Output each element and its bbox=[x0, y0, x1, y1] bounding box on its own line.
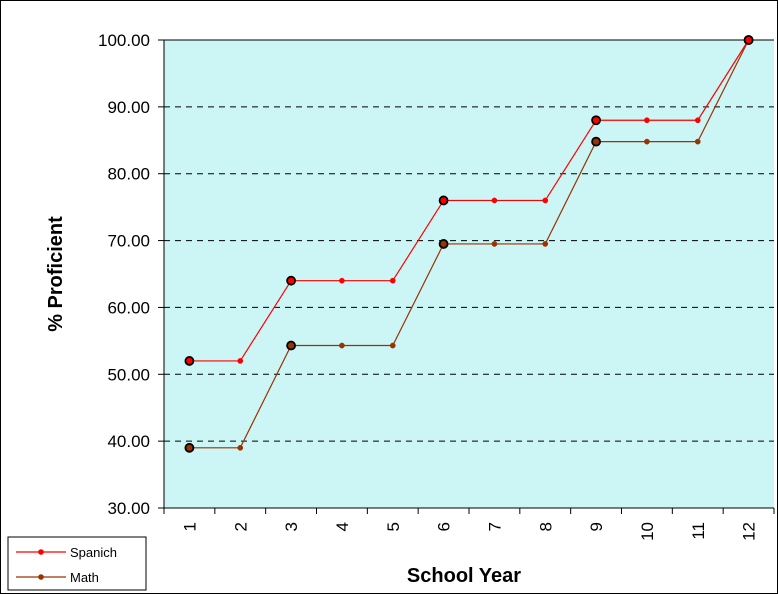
data-point bbox=[743, 35, 754, 45]
data-point bbox=[491, 197, 498, 204]
data-point bbox=[694, 117, 701, 124]
data-point bbox=[286, 275, 296, 286]
data-point bbox=[591, 136, 601, 147]
legend: Spanich Math bbox=[7, 536, 147, 591]
series-line bbox=[189, 39, 750, 449]
data-point bbox=[389, 277, 396, 284]
y-tick-label: 80.00 bbox=[107, 165, 150, 184]
data-point bbox=[694, 138, 701, 145]
plot-area bbox=[164, 40, 774, 508]
x-tick-label: 7 bbox=[485, 522, 504, 531]
y-tick-label: 100.00 bbox=[98, 31, 150, 50]
data-point bbox=[438, 195, 449, 206]
x-tick-label: 6 bbox=[435, 522, 454, 531]
x-tick-label: 4 bbox=[333, 522, 352, 531]
data-point bbox=[591, 115, 601, 126]
data-point bbox=[644, 138, 650, 145]
legend-label: Math bbox=[70, 570, 99, 585]
y-tick-label: 50.00 bbox=[107, 365, 150, 384]
legend-label: Spanich bbox=[70, 545, 117, 560]
x-tick-label: 3 bbox=[282, 522, 301, 531]
series-line bbox=[189, 39, 750, 362]
data-point bbox=[184, 356, 195, 366]
legend-marker bbox=[38, 549, 44, 555]
x-tick-label: 10 bbox=[638, 522, 657, 541]
x-tick-labels: 1 2 3 4 5 6 7 8 9 10 11 12 bbox=[180, 522, 758, 541]
axes bbox=[158, 39, 775, 514]
data-point bbox=[286, 340, 296, 351]
series-lines bbox=[184, 35, 754, 453]
y-tick-labels: 30.00 40.00 50.00 60.00 70.00 80.00 90.00 100.0… bbox=[98, 31, 150, 518]
x-tick-label: 2 bbox=[231, 522, 250, 531]
data-point bbox=[542, 197, 549, 204]
data-point bbox=[644, 117, 650, 124]
legend-box bbox=[7, 536, 147, 591]
legend-marker bbox=[38, 574, 44, 580]
x-tick-label: 12 bbox=[740, 522, 759, 541]
x-tick-label: 1 bbox=[180, 522, 199, 531]
data-point bbox=[389, 342, 396, 349]
data-point bbox=[438, 239, 449, 249]
y-tick-label: 30.00 bbox=[107, 499, 150, 518]
data-point bbox=[339, 277, 345, 284]
x-axis-title: School Year bbox=[407, 565, 521, 587]
data-point bbox=[491, 241, 498, 247]
y-tick-label: 90.00 bbox=[107, 98, 150, 117]
data-point bbox=[339, 342, 345, 349]
y-tick-label: 70.00 bbox=[107, 232, 150, 251]
data-point bbox=[542, 241, 549, 247]
y-tick-label: 60.00 bbox=[107, 298, 150, 317]
x-tick-label: 5 bbox=[384, 522, 403, 531]
data-point bbox=[237, 358, 244, 364]
data-point bbox=[184, 442, 195, 453]
x-tick-label: 8 bbox=[536, 522, 555, 531]
x-tick-label: 9 bbox=[587, 522, 606, 531]
x-tick-label: 11 bbox=[689, 522, 708, 540]
data-point bbox=[237, 444, 244, 451]
y-tick-label: 40.00 bbox=[107, 432, 150, 451]
y-axis-title: % Proficient bbox=[45, 216, 67, 332]
gridlines bbox=[164, 39, 774, 442]
